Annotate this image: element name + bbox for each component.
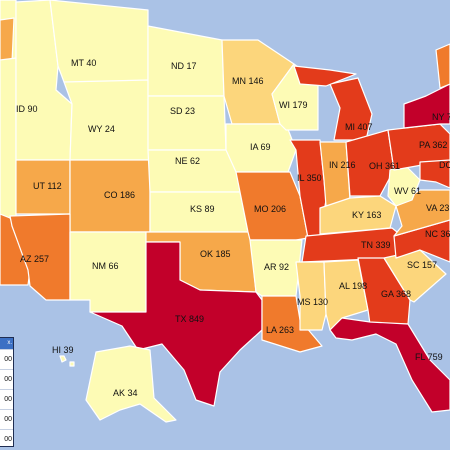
label-wy: WY 24 [88, 124, 115, 134]
state-or-partial [0, 17, 15, 65]
label-ok: OK 185 [200, 249, 231, 259]
label-il: IL 350 [297, 173, 322, 183]
label-mt: MT 40 [71, 58, 97, 68]
label-oh: OH 361 [369, 161, 401, 171]
state-sd [147, 95, 227, 151]
state-mi-up [293, 65, 357, 87]
state-tx [89, 241, 263, 407]
legend-row: 00 [0, 389, 13, 409]
label-id: ID 90 [16, 104, 38, 114]
state-hi [59, 355, 67, 363]
state-ms [295, 261, 327, 331]
state-nv-partial [0, 57, 17, 231]
state-fl [329, 317, 450, 413]
label-wv: WV 61 [394, 186, 422, 196]
label-sd: SD 23 [170, 106, 196, 116]
label-hi: HI 39 [52, 345, 74, 355]
label-nc: NC 36 [425, 229, 450, 239]
label-mi: MI 407 [345, 122, 373, 132]
label-ms: MS 130 [297, 297, 329, 307]
state-oh [345, 129, 395, 197]
state-new-england-partial [435, 43, 450, 89]
legend-row: 00 [0, 349, 13, 369]
label-tn: TN 339 [361, 240, 391, 250]
label-mn: MN 146 [232, 76, 264, 86]
label-ut: UT 112 [33, 181, 62, 191]
label-ia: IA 69 [250, 142, 271, 152]
state-la [261, 295, 323, 353]
label-fl: FL 759 [415, 352, 443, 362]
legend-table: x. 00 00 00 00 00 [0, 337, 14, 447]
legend-row: 00 [0, 409, 13, 429]
label-ks: KS 89 [190, 204, 215, 214]
state-mt [49, 0, 149, 85]
label-ky: KY 163 [352, 210, 382, 220]
label-nd: ND 17 [171, 61, 197, 71]
label-co: CO 186 [104, 190, 136, 200]
label-pa: PA 362 [419, 140, 448, 150]
state-hi-2 [69, 361, 75, 367]
label-va: VA 23 [426, 203, 450, 213]
state-az [9, 213, 71, 301]
label-wi: WI 179 [279, 100, 308, 110]
legend-row: 00 [0, 369, 13, 389]
label-ne: NE 62 [175, 156, 201, 166]
label-mo: MO 206 [254, 204, 287, 214]
state-md-de [419, 159, 450, 189]
label-az: AZ 257 [20, 254, 50, 264]
label-sc: SC 157 [407, 260, 438, 270]
label-in: IN 216 [329, 160, 356, 170]
state-wy [63, 79, 151, 161]
label-dc: DC [439, 160, 450, 170]
label-tx: TX 849 [175, 314, 205, 324]
label-ga: GA 368 [381, 289, 412, 299]
legend-header: x. [0, 338, 13, 349]
state-ny [403, 83, 450, 129]
label-nm: NM 66 [92, 261, 119, 271]
label-ny: NY 7 [432, 112, 450, 122]
label-ak: AK 34 [113, 388, 138, 398]
state-nm [69, 231, 147, 313]
label-ar: AR 92 [264, 262, 290, 272]
state-ak [85, 345, 177, 423]
legend-row: 00 [0, 429, 13, 449]
label-la: LA 263 [266, 325, 295, 335]
label-al: AL 198 [339, 281, 368, 291]
